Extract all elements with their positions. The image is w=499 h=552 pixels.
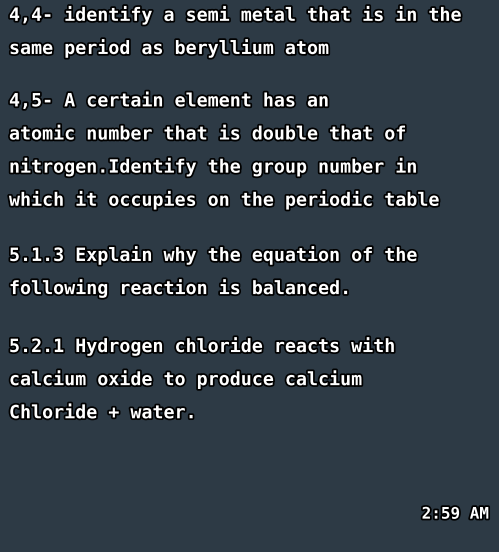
Text: same period as beryllium atom: same period as beryllium atom	[9, 39, 332, 58]
Text: following reaction is balanced.: following reaction is balanced.	[9, 279, 354, 298]
Text: 5.2.1 Hydrogen chloride reacts with: 5.2.1 Hydrogen chloride reacts with	[9, 337, 398, 356]
Text: 4,5- A certain element has an: 4,5- A certain element has an	[9, 92, 332, 110]
Text: 4,4- identify a semi metal that is in the: 4,4- identify a semi metal that is in th…	[9, 6, 465, 25]
Text: Chloride + water.: Chloride + water.	[9, 404, 198, 422]
Text: nitrogen.Identify the group number in: nitrogen.Identify the group number in	[9, 158, 421, 177]
Text: atomic number that is double that of: atomic number that is double that of	[9, 125, 410, 144]
Text: 2:59 AM: 2:59 AM	[422, 507, 489, 522]
Text: 5.1.3 Explain why the equation of the: 5.1.3 Explain why the equation of the	[9, 246, 421, 265]
Text: calcium oxide to produce calcium: calcium oxide to produce calcium	[9, 370, 365, 389]
Text: which it occupies on the periodic table: which it occupies on the periodic table	[9, 191, 443, 210]
